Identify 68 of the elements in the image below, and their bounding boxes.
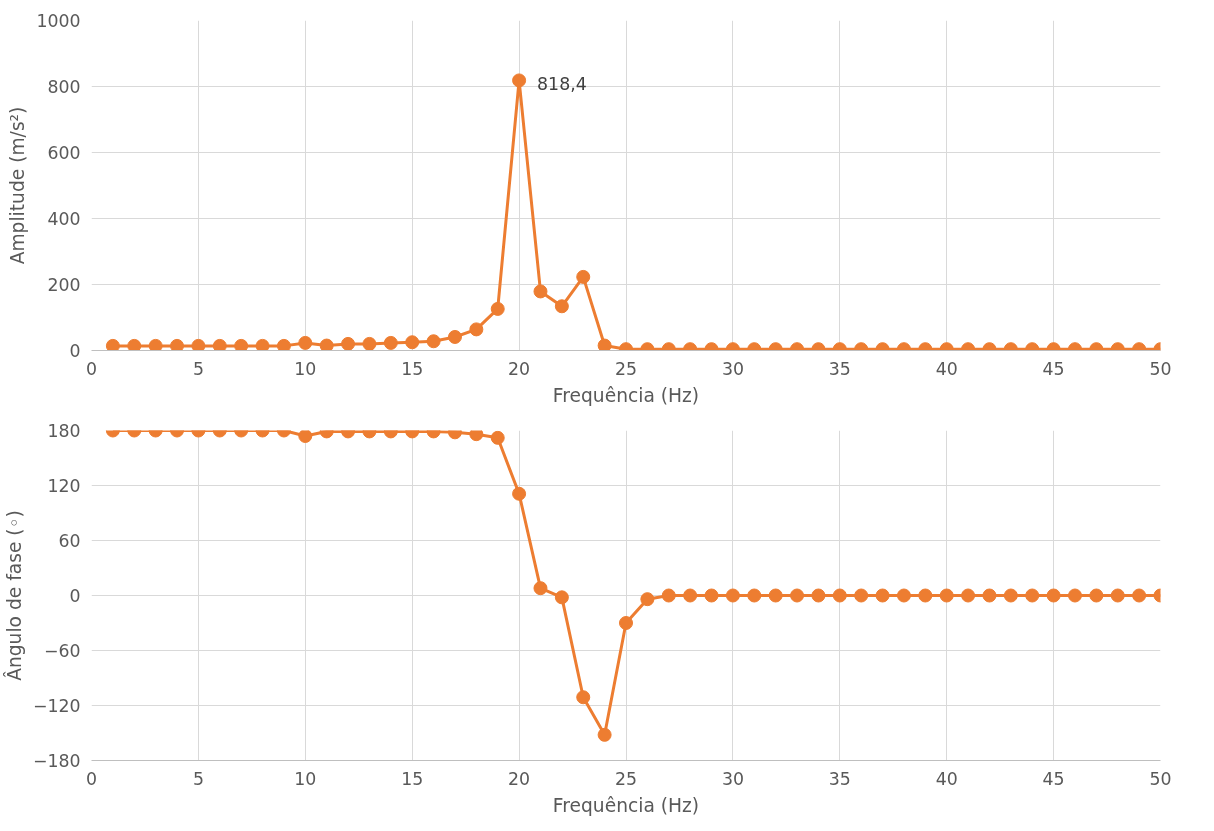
point <box>747 588 762 603</box>
point <box>1003 588 1018 603</box>
point <box>704 588 719 603</box>
point <box>683 588 698 603</box>
point <box>725 588 740 603</box>
x-tick-label: 35 <box>828 768 851 789</box>
x-tick-label: 15 <box>401 358 424 379</box>
point <box>1089 588 1104 603</box>
annotation: 818,4 <box>537 74 587 95</box>
point <box>469 430 484 442</box>
point <box>875 588 890 603</box>
x-tick-label: 45 <box>1042 358 1065 379</box>
y-tick-label: 600 <box>47 143 81 163</box>
point <box>661 588 676 603</box>
y-tick-label: 800 <box>47 77 81 97</box>
x-tick-label: 15 <box>401 768 424 789</box>
x-axis-title: Frequência (Hz) <box>552 794 700 816</box>
point <box>533 581 548 596</box>
x-tick-label: 30 <box>721 768 744 789</box>
y-tick-label: 400 <box>47 209 81 229</box>
y-tick-label: 0 <box>69 586 81 606</box>
x-tick-label: 0 <box>85 358 98 379</box>
x-tick-label: 50 <box>1149 358 1172 379</box>
y-tick-label: 60 <box>58 531 81 551</box>
x-tick-label: 10 <box>294 358 317 379</box>
x-tick-label: 25 <box>614 358 638 379</box>
x-tick-label: 40 <box>935 768 958 789</box>
y-tick-label: 200 <box>47 275 81 295</box>
y-tick-label: −60 <box>43 641 81 661</box>
point <box>1132 588 1147 603</box>
y-tick-label: 1000 <box>36 11 81 31</box>
point <box>918 588 933 603</box>
x-tick-label: 20 <box>508 768 531 789</box>
point <box>832 588 847 603</box>
x-tick-label: 10 <box>294 768 317 789</box>
y-tick-label: 120 <box>47 476 81 496</box>
x-tick-label: 40 <box>935 358 958 379</box>
y-axis-title: Ângulo de fase (◦) <box>2 510 25 681</box>
y-axis-title: Amplitude (m/s²) <box>7 106 29 265</box>
point <box>961 588 976 603</box>
y-tick-label: −180 <box>32 751 81 771</box>
x-tick-label: 50 <box>1149 768 1172 789</box>
x-tick-label: 20 <box>508 358 531 379</box>
point <box>982 588 997 603</box>
point <box>896 588 911 603</box>
point <box>790 588 805 603</box>
point <box>1067 588 1082 603</box>
point <box>554 590 569 605</box>
x-tick-label: 45 <box>1042 768 1065 789</box>
y-tick-label: 0 <box>69 341 81 361</box>
point <box>854 588 869 603</box>
point <box>811 588 826 603</box>
point <box>939 588 954 603</box>
x-tick-label: 5 <box>192 358 204 379</box>
x-tick-label: 5 <box>192 768 204 789</box>
y-tick-label: −120 <box>32 696 81 716</box>
point <box>1046 588 1061 603</box>
point <box>619 616 633 630</box>
x-tick-label: 25 <box>614 768 638 789</box>
x-tick-label: 0 <box>85 768 98 789</box>
x-tick-label: 30 <box>721 358 744 379</box>
x-axis-title: Frequência (Hz) <box>552 384 700 406</box>
point <box>1025 588 1040 603</box>
point <box>768 588 783 603</box>
point <box>1110 588 1125 603</box>
point <box>640 592 655 607</box>
y-tick-label: 180 <box>47 421 81 441</box>
x-tick-label: 35 <box>828 358 851 379</box>
